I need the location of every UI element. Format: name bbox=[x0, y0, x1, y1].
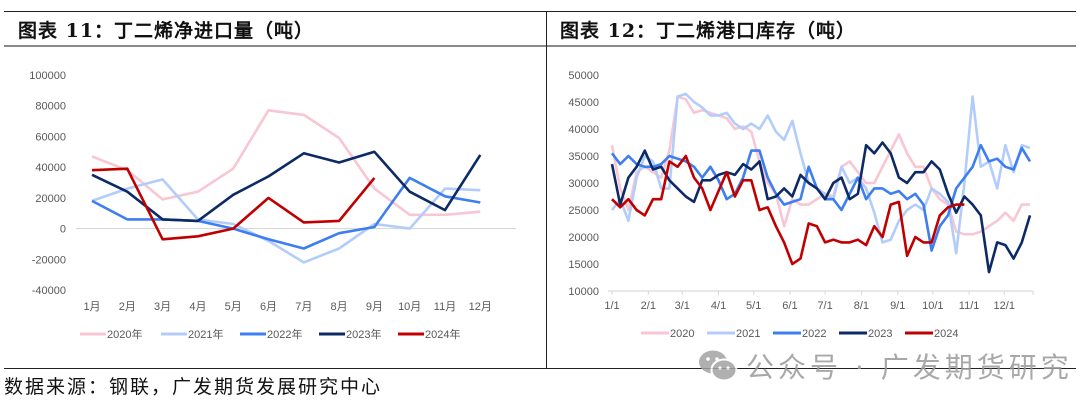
x-tick-label: 4/1 bbox=[711, 300, 726, 312]
legend-label-2023: 2023 bbox=[868, 328, 892, 340]
y-tick-label: -40000 bbox=[32, 285, 66, 297]
bottom-rule bbox=[4, 368, 1076, 369]
y-tick-label: 50000 bbox=[568, 70, 599, 82]
data-source-note: 数据来源：钢联，广发期货发展研究中心 bbox=[4, 376, 383, 398]
series-line-2023 bbox=[91, 150, 482, 223]
series-line-2024 bbox=[91, 167, 376, 241]
y-tick-label: 45000 bbox=[568, 97, 599, 109]
x-tick-label: 2月 bbox=[119, 301, 136, 313]
legend-label-2023: 2023年 bbox=[346, 327, 381, 341]
y-tick-label: 20000 bbox=[568, 232, 599, 244]
x-tick-label: 11/1 bbox=[959, 300, 980, 312]
x-tick-label: 12/1 bbox=[994, 300, 1015, 312]
chart-title-port-inventory: 图表 12：丁二烯港口库存（吨） bbox=[560, 20, 857, 42]
legend-label-2021: 2021年 bbox=[188, 327, 223, 341]
top-rule bbox=[4, 11, 1076, 12]
y-tick-label: 40000 bbox=[568, 124, 599, 136]
x-tick-label: 10月 bbox=[398, 301, 421, 313]
port-inventory-plot: 50000 45000 40000 35000 30000 25000 20000 15000… bbox=[568, 70, 1034, 340]
x-tick-label: 8月 bbox=[331, 301, 348, 313]
x-tick-label: 8/1 bbox=[854, 300, 869, 312]
legend-label-2021: 2021 bbox=[736, 328, 760, 340]
x-tick-label: 1/1 bbox=[604, 300, 619, 312]
x-tick-label: 11月 bbox=[434, 301, 456, 313]
title-rule bbox=[4, 45, 1076, 47]
y-tick-label: 30000 bbox=[568, 178, 599, 190]
watermark-text: 公众号 · 广发期货研究 bbox=[746, 351, 1073, 384]
x-tick-label: 4月 bbox=[189, 301, 206, 313]
x-tick-label: 9/1 bbox=[890, 300, 905, 312]
x-tick-label: 2/1 bbox=[641, 300, 656, 312]
y-tick-label: 20000 bbox=[35, 193, 66, 205]
y-tick-label: 10000 bbox=[568, 286, 599, 298]
watermark: 公众号 · 广发期货研究 bbox=[698, 346, 1073, 386]
x-tick-label: 12月 bbox=[469, 301, 492, 313]
y-tick-label: 15000 bbox=[568, 259, 599, 271]
x-tick-label: 1月 bbox=[83, 301, 100, 313]
series-line-2021 bbox=[91, 178, 481, 264]
x-tick-label: 3月 bbox=[154, 301, 171, 313]
legend-label-2024: 2024年 bbox=[425, 327, 460, 341]
legend-label-2020: 2020年 bbox=[107, 327, 142, 341]
y-tick-label: 100000 bbox=[29, 70, 66, 82]
x-tick-label: 6月 bbox=[260, 301, 277, 313]
x-tick-label: 5月 bbox=[225, 301, 242, 313]
x-tick-label: 3/1 bbox=[675, 300, 690, 312]
series-line-2022 bbox=[91, 176, 481, 250]
series-line-2020 bbox=[610, 95, 1030, 236]
legend-label-2020: 2020 bbox=[670, 328, 694, 340]
panel-divider bbox=[546, 11, 547, 368]
series-line-2024 bbox=[611, 154, 965, 266]
wechat-icon bbox=[698, 349, 738, 383]
legend-label-2022: 2022年 bbox=[267, 327, 302, 341]
y-tick-label: 60000 bbox=[35, 131, 66, 143]
x-tick-label: 7月 bbox=[295, 301, 312, 313]
y-tick-label: 0 bbox=[60, 224, 66, 236]
y-tick-label: 35000 bbox=[568, 151, 599, 163]
x-tick-label: 9月 bbox=[366, 301, 383, 313]
y-tick-label: 40000 bbox=[35, 162, 66, 174]
chart-title-net-imports: 图表 11：丁二烯净进口量（吨） bbox=[18, 20, 315, 42]
port-inventory-chart: 50000 45000 40000 35000 30000 25000 20000 15000… bbox=[548, 50, 1078, 366]
legend-label-2022: 2022 bbox=[802, 328, 826, 340]
net-imports-plot: 100000 80000 60000 40000 20000 0 -20000 -40000 1… bbox=[29, 70, 516, 341]
series-line-2021 bbox=[610, 92, 1031, 255]
net-imports-chart: 100000 80000 60000 40000 20000 0 -20000 -40000 1… bbox=[4, 50, 544, 366]
y-tick-label: 25000 bbox=[568, 205, 599, 217]
x-tick-label: 10/1 bbox=[922, 300, 943, 312]
x-tick-label: 5/1 bbox=[746, 300, 761, 312]
series-line-2020 bbox=[91, 109, 481, 217]
y-tick-label: -20000 bbox=[32, 254, 66, 266]
legend-label-2024: 2024 bbox=[934, 328, 958, 340]
x-tick-label: 6/1 bbox=[782, 300, 797, 312]
y-tick-label: 80000 bbox=[35, 101, 66, 113]
x-tick-label: 7/1 bbox=[817, 300, 832, 312]
